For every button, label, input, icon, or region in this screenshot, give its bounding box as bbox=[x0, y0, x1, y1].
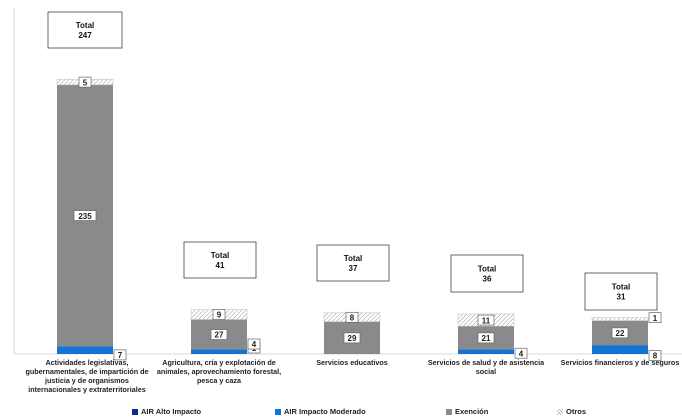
bar-air-impacto-moderado bbox=[57, 346, 113, 354]
legend-label: Otros bbox=[566, 407, 587, 416]
data-label: 7 bbox=[118, 351, 123, 360]
total-title: Total bbox=[344, 254, 363, 263]
bar-air-impacto-moderado bbox=[191, 349, 247, 354]
bar-air-impacto-moderado bbox=[458, 349, 514, 354]
legend-swatch-icon bbox=[557, 409, 563, 415]
bar-outline bbox=[457, 313, 515, 327]
total-title: Total bbox=[612, 283, 631, 292]
data-label-box bbox=[113, 349, 127, 361]
data-label-box bbox=[247, 338, 261, 350]
category-label: Agricultura, cría y explotación de anima… bbox=[156, 358, 282, 385]
data-label-box bbox=[343, 332, 361, 344]
legend-label: AIR Alto Impacto bbox=[141, 407, 202, 416]
data-label-box bbox=[477, 314, 495, 326]
legend-swatch-icon bbox=[275, 409, 281, 415]
total-box bbox=[47, 11, 123, 49]
total-value: 31 bbox=[617, 293, 626, 302]
data-label: 5 bbox=[83, 78, 88, 87]
total-box bbox=[316, 244, 390, 282]
category-label: Servicios financieros y de seguros bbox=[560, 358, 680, 367]
data-label: 4 bbox=[519, 349, 524, 358]
legend-item: Exención bbox=[446, 407, 488, 416]
legend-swatch-icon bbox=[132, 409, 138, 415]
total-title: Total bbox=[211, 251, 230, 260]
total-box bbox=[584, 272, 658, 311]
data-label-box bbox=[78, 76, 92, 88]
legend-swatch-icon bbox=[446, 409, 452, 415]
data-label-box bbox=[210, 329, 228, 340]
total-box bbox=[183, 241, 257, 279]
bar-outline bbox=[591, 317, 649, 321]
legend-item: AIR Alto Impacto bbox=[132, 407, 201, 416]
data-label: 1 bbox=[653, 314, 658, 323]
total-box bbox=[450, 254, 524, 293]
data-label: 21 bbox=[482, 334, 491, 343]
data-label: 8 bbox=[350, 314, 355, 323]
data-label: 29 bbox=[348, 334, 357, 343]
data-label-box bbox=[611, 327, 629, 339]
bar-otros bbox=[592, 317, 648, 321]
data-label: 9 bbox=[217, 311, 222, 320]
data-label-box bbox=[648, 350, 662, 361]
category-label: Actividades legislativas, gubernamentale… bbox=[25, 358, 149, 394]
category-label: Servicios de salud y de asistencia socia… bbox=[427, 358, 545, 376]
legend: AIR Alto Impacto AIR Impacto Moderado Ex… bbox=[0, 407, 682, 419]
category-label: Servicios educativos bbox=[316, 358, 388, 367]
data-label-box bbox=[345, 311, 359, 323]
data-label: 27 bbox=[215, 331, 224, 340]
data-label: 235 bbox=[78, 212, 92, 221]
total-value: 41 bbox=[216, 261, 225, 270]
data-label: 11 bbox=[482, 316, 491, 325]
total-value: 247 bbox=[78, 31, 92, 40]
data-label-box bbox=[514, 347, 528, 359]
data-label-box bbox=[212, 309, 226, 320]
legend-item: Otros bbox=[557, 407, 586, 416]
bar-air-impacto-moderado bbox=[592, 345, 648, 354]
legend-item: AIR Impacto Moderado bbox=[275, 407, 366, 416]
data-label: 22 bbox=[616, 329, 625, 338]
data-label: 8 bbox=[653, 352, 658, 361]
data-label-box bbox=[648, 312, 662, 323]
total-title: Total bbox=[478, 265, 497, 274]
data-label: 4 bbox=[252, 340, 257, 349]
legend-label: Exención bbox=[455, 407, 489, 416]
data-label-box bbox=[477, 332, 495, 344]
legend-label: AIR Impacto Moderado bbox=[284, 407, 366, 416]
total-value: 37 bbox=[349, 264, 358, 273]
data-label-box bbox=[73, 210, 97, 221]
total-title: Total bbox=[76, 21, 95, 30]
total-value: 36 bbox=[483, 275, 492, 284]
